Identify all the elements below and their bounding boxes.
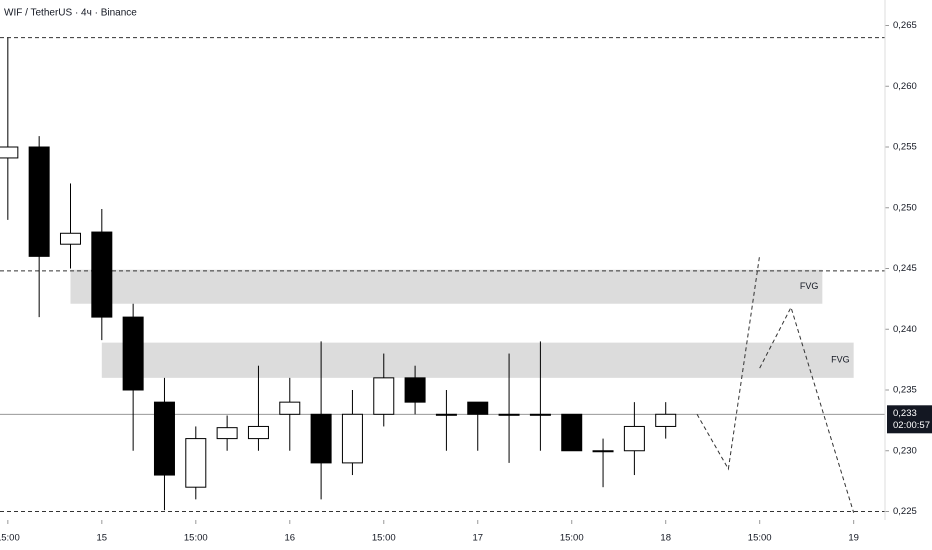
candle-body <box>0 146 19 159</box>
candle-body <box>561 413 583 452</box>
fvg-zone <box>101 342 854 378</box>
candle-body <box>498 413 520 416</box>
projection-path <box>759 306 855 513</box>
candle-body <box>153 401 175 476</box>
candle-body <box>185 438 207 488</box>
price-label-box <box>887 405 932 434</box>
x-tick-label: 15:00 <box>372 533 396 544</box>
candle-body <box>435 413 457 416</box>
x-tick-label: 16 <box>284 533 295 544</box>
fvg-label: FVG <box>800 281 819 291</box>
candle-body <box>216 427 238 440</box>
fvg-zone <box>70 269 823 304</box>
y-tick-label: 0,255 <box>893 142 917 153</box>
x-tick-label: 15:00 <box>560 533 584 544</box>
candle-body <box>623 425 645 452</box>
y-tick-label: 0,235 <box>893 385 917 396</box>
candle-body <box>279 401 301 415</box>
candle-body <box>91 231 113 318</box>
x-tick-label: 15 <box>97 533 108 544</box>
price-label: 0,233 <box>893 408 917 419</box>
y-tick-label: 0,250 <box>893 202 917 213</box>
fvg-label: FVG <box>831 355 850 365</box>
y-tick-label: 0,260 <box>893 81 917 92</box>
candle-body <box>404 377 426 403</box>
y-tick-label: 0,265 <box>893 20 917 31</box>
candle-body <box>28 146 50 257</box>
candle-body <box>655 413 677 427</box>
x-tick-label: 17 <box>472 533 483 544</box>
y-tick-label: 0,240 <box>893 324 917 335</box>
x-tick-label: 15:00 <box>748 533 772 544</box>
x-tick-label: 19 <box>848 533 859 544</box>
candle-body <box>373 377 395 415</box>
x-tick-label: 15:00 <box>184 533 208 544</box>
countdown-label: 02:00:57 <box>893 420 930 431</box>
candle-body <box>310 413 332 464</box>
candle-body <box>59 232 81 245</box>
chart-title: WIF / TetherUS · 4ч · Binance <box>4 8 137 19</box>
candle-body <box>341 413 363 464</box>
candle-body <box>467 401 489 415</box>
x-tick-label: 15:00 <box>0 533 20 544</box>
y-tick-label: 0,230 <box>893 445 917 456</box>
y-tick-label: 0,245 <box>893 263 917 274</box>
candle-body <box>529 413 551 416</box>
candle-body <box>247 425 269 440</box>
x-tick-label: 18 <box>660 533 671 544</box>
candle-body <box>122 316 144 391</box>
y-tick-label: 0,225 <box>893 506 917 517</box>
candle-body <box>592 450 614 453</box>
projection-path <box>696 255 761 471</box>
